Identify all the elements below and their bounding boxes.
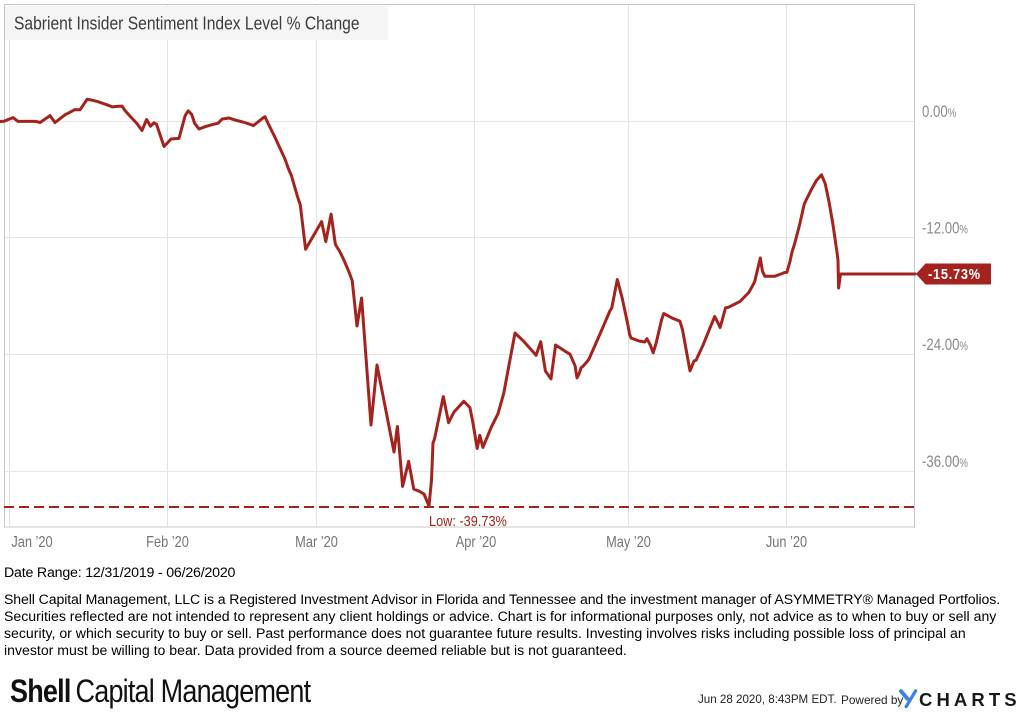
svg-text:Jun ’20: Jun ’20 <box>766 534 807 552</box>
svg-text:Low: -39.73%: Low: -39.73% <box>429 512 507 529</box>
svg-text:Feb ’20: Feb ’20 <box>146 534 189 552</box>
svg-text:Mar ’20: Mar ’20 <box>295 534 338 552</box>
svg-text:-24.00%: -24.00% <box>922 336 968 355</box>
svg-text:-12.00%: -12.00% <box>922 219 968 238</box>
svg-text:Jan ’20: Jan ’20 <box>11 534 52 552</box>
svg-text:May ’20: May ’20 <box>606 534 651 552</box>
svg-text:Apr ’20: Apr ’20 <box>456 534 497 552</box>
svg-text:-15.73%: -15.73% <box>928 265 981 282</box>
svg-text:Sabrient Insider Sentiment Ind: Sabrient Insider Sentiment Index Level %… <box>14 13 360 34</box>
svg-text:0.00%: 0.00% <box>922 103 957 122</box>
svg-text:-36.00%: -36.00% <box>922 453 968 472</box>
